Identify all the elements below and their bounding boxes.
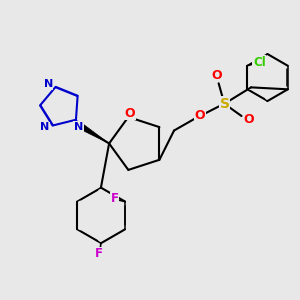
Text: O: O [194,109,205,122]
Polygon shape [77,122,109,143]
Text: F: F [110,192,118,206]
Text: O: O [212,69,222,82]
Text: O: O [124,106,135,120]
Text: N: N [40,122,49,132]
Text: S: S [220,97,230,111]
Text: F: F [95,247,103,260]
Text: N: N [74,122,83,132]
Text: N: N [44,80,53,89]
Text: O: O [243,113,254,126]
Text: Cl: Cl [253,56,266,69]
